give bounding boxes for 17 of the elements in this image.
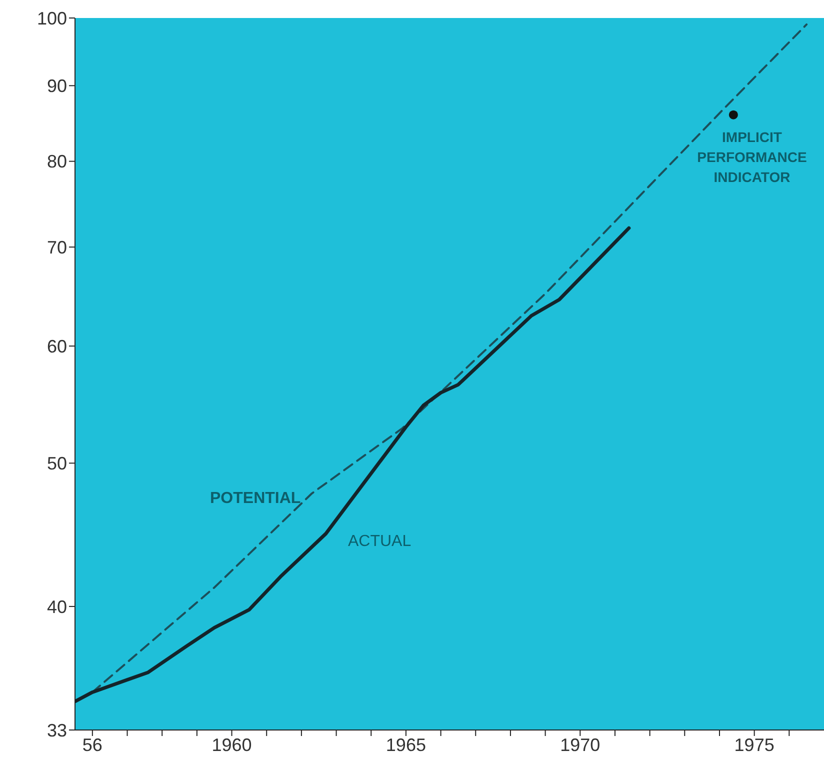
y-tick-label: 33 <box>46 720 67 740</box>
x-tick-label: 56 <box>82 734 102 755</box>
y-tick-label: 70 <box>46 237 67 258</box>
y-tick-label: 80 <box>46 152 67 172</box>
x-tick-label: 1970 <box>560 734 600 755</box>
y-tick-label: 60 <box>46 336 67 356</box>
series-label: ACTUAL <box>348 532 412 552</box>
line-series <box>75 226 631 704</box>
x-tick-label: 1975 <box>734 734 774 755</box>
series-label: POTENTIAL <box>210 489 301 509</box>
y-tick-label: 90 <box>46 76 67 96</box>
x-tick-label: 1960 <box>212 734 252 755</box>
y-tick-label: 50 <box>46 454 67 474</box>
y-tick-label: 40 <box>46 596 67 617</box>
text: IMPLICIT PERFORMANCE INDICATOR <box>696 128 808 187</box>
y-tick-label: 100 <box>36 8 67 28</box>
x-tick-label: 1965 <box>386 734 426 755</box>
